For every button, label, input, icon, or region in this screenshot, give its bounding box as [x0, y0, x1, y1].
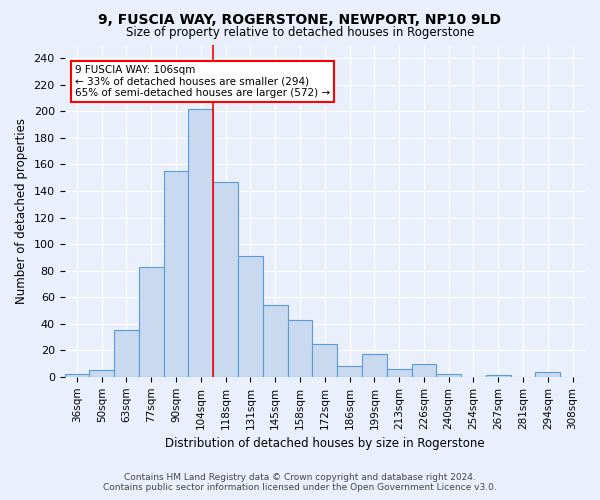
Bar — [436, 374, 461, 377]
Bar — [188, 108, 213, 377]
Bar — [263, 305, 287, 377]
Bar — [337, 366, 362, 377]
Bar — [139, 266, 164, 377]
Bar — [287, 320, 313, 377]
Text: 9, FUSCIA WAY, ROGERSTONE, NEWPORT, NP10 9LD: 9, FUSCIA WAY, ROGERSTONE, NEWPORT, NP10… — [98, 12, 502, 26]
Bar — [65, 374, 89, 377]
Bar — [486, 376, 511, 377]
Bar — [535, 372, 560, 377]
Bar — [89, 370, 114, 377]
Bar — [213, 182, 238, 377]
X-axis label: Distribution of detached houses by size in Rogerstone: Distribution of detached houses by size … — [165, 437, 485, 450]
Text: Size of property relative to detached houses in Rogerstone: Size of property relative to detached ho… — [126, 26, 474, 39]
Bar — [412, 364, 436, 377]
Bar — [387, 369, 412, 377]
Text: 9 FUSCIA WAY: 106sqm
← 33% of detached houses are smaller (294)
65% of semi-deta: 9 FUSCIA WAY: 106sqm ← 33% of detached h… — [75, 65, 330, 98]
Bar — [238, 256, 263, 377]
Text: Contains HM Land Registry data © Crown copyright and database right 2024.
Contai: Contains HM Land Registry data © Crown c… — [103, 473, 497, 492]
Bar — [362, 354, 387, 377]
Y-axis label: Number of detached properties: Number of detached properties — [15, 118, 28, 304]
Bar — [313, 344, 337, 377]
Bar — [114, 330, 139, 377]
Bar — [164, 171, 188, 377]
